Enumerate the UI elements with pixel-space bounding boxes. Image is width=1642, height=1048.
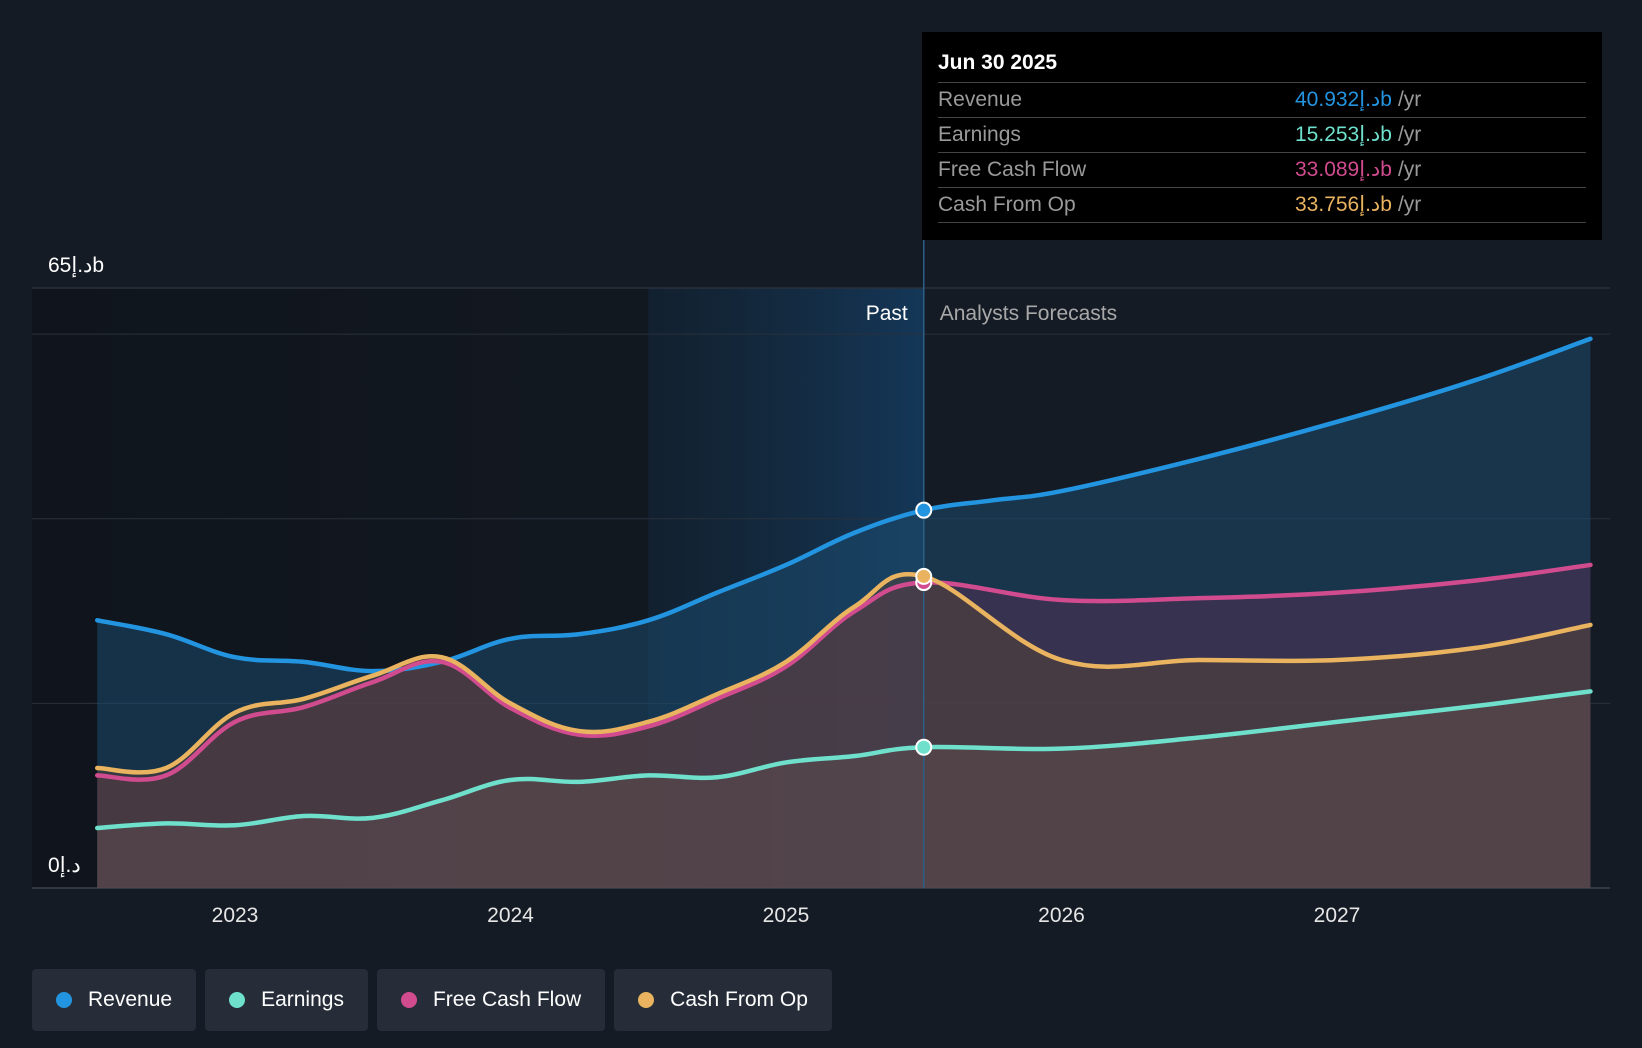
legend-dot-icon — [638, 992, 655, 1008]
analysts-forecasts-label: Analysts Forecasts — [940, 302, 1117, 325]
revenue-line — [95, 336, 1593, 674]
data-tooltip: Jun 30 2025 Revenue د.إ40.932b /yr Earni… — [922, 32, 1602, 240]
tooltip-unit: /yr — [1397, 193, 1422, 216]
cash-from-op-marker — [915, 567, 933, 585]
series-markers — [915, 501, 933, 756]
legend-item-cash-from-op[interactable]: Cash From Op — [614, 969, 832, 1031]
tooltip-row-earnings: Earnings د.إ15.253b /yr — [938, 118, 1586, 153]
legend-label: Earnings — [261, 988, 344, 1011]
x-tick-label: 2027 — [1314, 904, 1361, 927]
tooltip-value: د.إ15.253b — [1295, 123, 1392, 146]
tooltip-value: د.إ33.089b — [1295, 158, 1392, 181]
legend: Revenue Earnings Free Cash Flow Cash Fro… — [32, 969, 832, 1031]
tooltip-value: د.إ40.932b — [1295, 88, 1392, 111]
series-lines — [95, 336, 1593, 831]
tooltip-label: Earnings — [938, 123, 1021, 146]
earnings-area — [97, 691, 1591, 888]
x-tick-label: 2026 — [1038, 904, 1085, 927]
earnings-marker — [915, 738, 933, 756]
x-tick-label: 2023 — [212, 904, 259, 927]
legend-label: Free Cash Flow — [432, 988, 582, 1011]
cash-from-op-area — [97, 574, 1591, 888]
cash-from-op-line — [95, 572, 1593, 775]
tooltip-value: د.إ33.756b — [1295, 193, 1392, 216]
tooltip-row-free-cash-flow: Free Cash Flow د.إ33.089b /yr — [938, 153, 1586, 188]
tooltip-row-cash-from-op: Cash From Op د.إ33.756b /yr — [938, 188, 1586, 223]
legend-label: Cash From Op — [670, 988, 808, 1011]
tooltip-row-revenue: Revenue د.إ40.932b /yr — [938, 83, 1586, 118]
tooltip-label: Free Cash Flow — [938, 158, 1087, 181]
revenue-marker — [915, 501, 933, 519]
tooltip-label: Revenue — [938, 88, 1023, 111]
free-cash-flow-line — [95, 562, 1593, 782]
x-axis-ticks: 2023 2024 2025 2026 2027 — [212, 904, 1361, 927]
earnings-line — [95, 689, 1593, 831]
y-axis-top-label: د.إ65b — [48, 254, 104, 278]
tooltip-unit: /yr — [1397, 88, 1422, 111]
y-axis-bottom-label: د.إ0 — [48, 854, 81, 878]
tooltip-unit: /yr — [1397, 158, 1422, 181]
past-label: Past — [866, 302, 908, 325]
legend-item-revenue[interactable]: Revenue — [32, 969, 197, 1031]
legend-item-free-cash-flow[interactable]: Free Cash Flow — [376, 969, 606, 1031]
legend-dot-icon — [56, 992, 72, 1008]
legend-item-earnings[interactable]: Earnings — [205, 969, 368, 1031]
tooltip-label: Cash From Op — [938, 193, 1076, 216]
legend-label: Revenue — [88, 988, 173, 1011]
legend-dot-icon — [229, 992, 246, 1008]
x-tick-label: 2024 — [487, 904, 534, 927]
tooltip-date: Jun 30 2025 — [938, 46, 1586, 83]
free-cash-flow-area — [97, 564, 1591, 888]
legend-dot-icon — [400, 992, 417, 1008]
tooltip-unit: /yr — [1397, 123, 1422, 146]
x-tick-label: 2025 — [763, 904, 810, 927]
